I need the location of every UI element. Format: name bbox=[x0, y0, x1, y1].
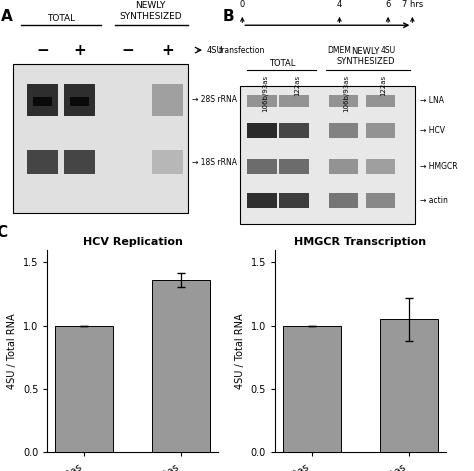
Text: 106b/93as: 106b/93as bbox=[262, 75, 268, 112]
Text: 122as: 122as bbox=[380, 75, 386, 96]
Text: → HMGCR: → HMGCR bbox=[420, 162, 457, 171]
Bar bbox=[152, 280, 210, 452]
Text: 106b/93as: 106b/93as bbox=[343, 75, 349, 112]
Text: 4: 4 bbox=[337, 0, 342, 9]
Bar bbox=[27, 150, 58, 174]
Text: B: B bbox=[223, 9, 234, 24]
Text: TOTAL: TOTAL bbox=[269, 59, 295, 68]
Bar bbox=[365, 123, 395, 138]
Text: → actin: → actin bbox=[420, 196, 447, 205]
Text: transfection: transfection bbox=[219, 46, 265, 55]
Text: 0: 0 bbox=[240, 0, 245, 9]
Bar bbox=[33, 97, 52, 106]
Bar bbox=[328, 159, 358, 174]
Bar bbox=[247, 159, 277, 174]
Text: NEWLY
SYNTHESIZED: NEWLY SYNTHESIZED bbox=[119, 1, 182, 21]
Text: NEWLY
SYNTHESIZED: NEWLY SYNTHESIZED bbox=[336, 47, 395, 66]
Bar bbox=[328, 95, 358, 107]
Text: A: A bbox=[0, 9, 12, 24]
Text: 4SU: 4SU bbox=[381, 46, 396, 55]
Bar bbox=[279, 193, 309, 208]
Bar bbox=[365, 159, 395, 174]
Title: HMGCR Transcription: HMGCR Transcription bbox=[294, 237, 426, 247]
Y-axis label: 4SU / Total RNA: 4SU / Total RNA bbox=[235, 313, 245, 389]
Bar bbox=[152, 84, 183, 116]
Bar bbox=[71, 97, 89, 106]
Bar bbox=[64, 150, 95, 174]
Text: 122as: 122as bbox=[294, 75, 300, 96]
Bar bbox=[247, 95, 277, 107]
Bar bbox=[240, 86, 415, 224]
Bar bbox=[365, 95, 395, 107]
Bar bbox=[13, 64, 188, 213]
Bar bbox=[328, 123, 358, 138]
Bar bbox=[247, 123, 277, 138]
Text: +: + bbox=[161, 42, 174, 57]
Bar bbox=[279, 159, 309, 174]
Text: +: + bbox=[73, 42, 86, 57]
Text: −: − bbox=[121, 42, 134, 57]
Title: HCV Replication: HCV Replication bbox=[83, 237, 182, 247]
Bar bbox=[328, 193, 358, 208]
Text: → 18S rRNA: → 18S rRNA bbox=[192, 157, 237, 167]
Text: → 28S rRNA: → 28S rRNA bbox=[192, 95, 237, 105]
Bar bbox=[283, 325, 341, 452]
Y-axis label: 4SU / Total RNA: 4SU / Total RNA bbox=[8, 313, 18, 389]
Bar bbox=[152, 150, 183, 174]
Text: 6: 6 bbox=[385, 0, 391, 9]
Bar bbox=[279, 95, 309, 107]
Text: TOTAL: TOTAL bbox=[47, 14, 75, 23]
Text: → LNA: → LNA bbox=[420, 97, 444, 106]
Bar bbox=[380, 319, 438, 452]
Bar bbox=[247, 193, 277, 208]
Text: 7 hrs: 7 hrs bbox=[402, 0, 423, 9]
Text: → HCV: → HCV bbox=[420, 126, 445, 135]
Bar bbox=[64, 84, 95, 116]
Bar bbox=[365, 193, 395, 208]
Text: 4SU: 4SU bbox=[207, 46, 224, 55]
Text: −: − bbox=[36, 42, 49, 57]
Bar bbox=[27, 84, 58, 116]
Bar bbox=[279, 123, 309, 138]
Text: DMEM: DMEM bbox=[328, 46, 351, 55]
Bar bbox=[55, 325, 113, 452]
Text: C: C bbox=[0, 225, 7, 240]
